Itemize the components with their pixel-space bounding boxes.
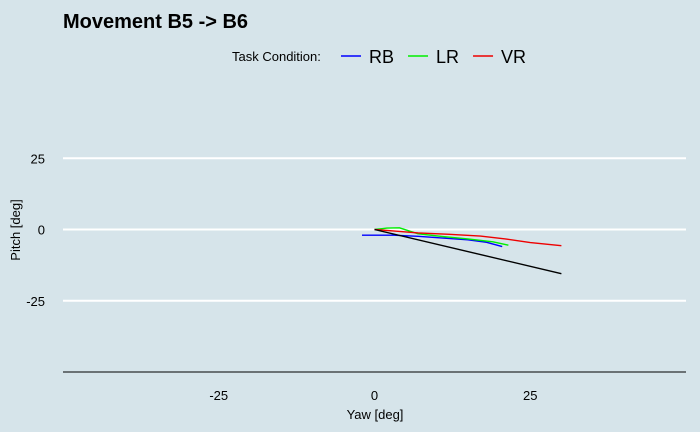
chart-title: Movement B5 -> B6 (63, 11, 248, 33)
x-axis-title: Yaw [deg] (347, 407, 404, 422)
y-axis-title: Pitch [deg] (8, 199, 23, 260)
legend-label-vr: VR (501, 47, 526, 67)
legend-label-rb: RB (369, 47, 394, 67)
y-tick-0: 0 (38, 223, 45, 238)
y-tick-25: 25 (31, 151, 45, 166)
y-tick--25: -25 (26, 294, 45, 309)
x-tick-25: 25 (523, 388, 537, 403)
legend-title: Task Condition: (232, 49, 321, 64)
x-tick-0: 0 (371, 388, 378, 403)
legend-label-lr: LR (436, 47, 459, 67)
x-tick--25: -25 (209, 388, 228, 403)
